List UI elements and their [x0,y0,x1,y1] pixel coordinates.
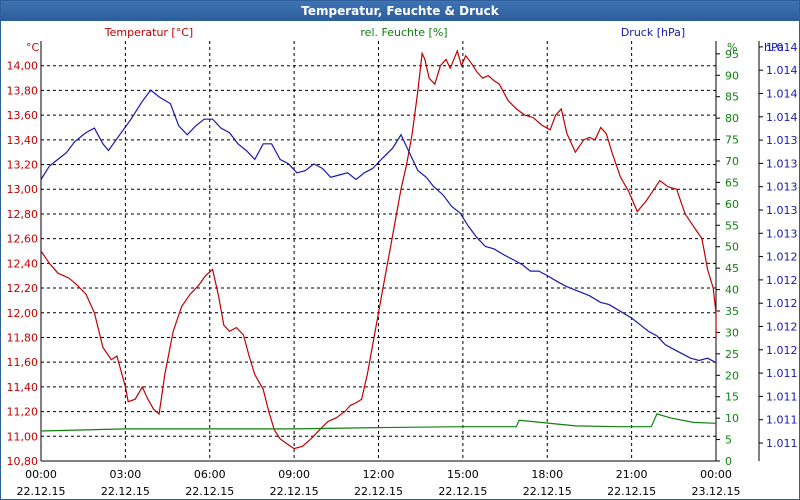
temperature-tick-label: 11,40 [7,381,39,394]
temperature-tick-label: 13,80 [7,84,39,97]
pressure-tick-label: 1.011 [766,414,798,427]
temperature-tick-label: 13,20 [7,159,39,172]
x-tick-time: 06:00 [194,468,226,481]
pressure-tick-label: 1.011 [766,437,798,450]
series-lines [40,49,717,450]
temperature-axis-title: Temperatur [°C] [104,26,193,39]
pressure-tick-label: 1.014 [766,111,798,124]
temperature-tick-label: 10,80 [7,455,39,468]
humidity-tick-label: 35 [725,305,739,318]
temperature-tick-label: 13,00 [7,183,39,196]
x-tick-time: 00:00 [700,468,732,481]
x-tick-time: 21:00 [616,468,648,481]
temperature-tick-label: 11,00 [7,430,39,443]
pressure-unit: hPa [764,41,784,54]
temperature-series-line [40,49,717,450]
humidity-tick-label: 30 [725,326,739,339]
pressure-axis-title: Druck [hPa] [621,26,685,39]
temperature-tick-label: 12,60 [7,233,39,246]
pressure-tick-label: 1.012 [766,274,798,287]
pressure-tick-label: 1.013 [766,181,798,194]
humidity-tick-label: 0 [725,455,732,468]
temperature-tick-label: 13,40 [7,134,39,147]
humidity-tick-label: 95 [725,48,739,61]
pressure-tick-label: 1.014 [766,88,798,101]
x-tick-date: 22.12.15 [607,485,656,498]
x-tick-time: 12:00 [363,468,395,481]
window-title: Temperatur, Feuchte & Druck [1,1,799,21]
humidity-tick-label: 50 [725,241,739,254]
pressure-tick-label: 1.011 [766,367,798,380]
humidity-tick-label: 75 [725,134,739,147]
grid [41,41,716,462]
temperature-tick-label: 12,00 [7,307,39,320]
pressure-tick-label: 1.013 [766,227,798,240]
pressure-tick-label: 1.012 [766,344,798,357]
humidity-axis-title: rel. Feuchte [%] [360,26,447,39]
pressure-tick-label: 1.014 [766,64,798,77]
temperature-tick-label: 12,40 [7,257,39,270]
pressure-tick-label: 1.013 [766,157,798,170]
temperature-tick-label: 12,80 [7,208,39,221]
pressure-tick-label: 1.012 [766,297,798,310]
x-tick-date: 22.12.15 [523,485,572,498]
x-tick-date: 22.12.15 [17,485,66,498]
x-tick-date: 22.12.15 [101,485,150,498]
x-tick-date: 22.12.15 [354,485,403,498]
x-tick-date: 23.12.15 [692,485,741,498]
humidity-tick-label: 70 [725,155,739,168]
x-tick-time: 15:00 [447,468,479,481]
x-tick-date: 22.12.15 [438,485,487,498]
pressure-tick-label: 1.013 [766,134,798,147]
humidity-tick-label: 10 [725,412,739,425]
temperature-tick-label: 11,20 [7,406,39,419]
humidity-tick-label: 45 [725,262,739,275]
humidity-tick-label: 90 [725,69,739,82]
x-tick-date: 22.12.15 [185,485,234,498]
axes [40,41,763,462]
chart-canvas: 10,80 11,00 11,20 11,40 11,60 11,80 12,00 12,20… [7,26,798,498]
axis-labels: 10,80 11,00 11,20 11,40 11,60 11,80 12,00 12,20… [7,26,798,498]
pressure-tick-label: 1.014 [766,41,798,54]
humidity-unit: % [727,41,737,54]
pressure-tick-label: 1.013 [766,204,798,217]
temperature-tick-label: 11,80 [7,331,39,344]
humidity-tick-label: 5 [725,434,732,447]
temperature-tick-label: 11,60 [7,356,39,369]
humidity-tick-label: 25 [725,348,739,361]
humidity-tick-label: 15 [725,391,739,404]
humidity-series-line [40,413,717,432]
humidity-tick-label: 65 [725,176,739,189]
x-tick-time: 09:00 [278,468,310,481]
humidity-tick-label: 20 [725,369,739,382]
x-tick-date: 22.12.15 [270,485,319,498]
temperature-tick-label: 14,00 [7,60,39,73]
humidity-tick-label: 55 [725,219,739,232]
temperature-unit: °C [26,41,40,54]
humidity-tick-label: 60 [725,198,739,211]
pressure-series-line [40,89,717,364]
pressure-tick-label: 1.011 [766,390,798,403]
humidity-tick-label: 85 [725,91,739,104]
x-tick-time: 03:00 [110,468,142,481]
temperature-tick-label: 12,20 [7,282,39,295]
humidity-tick-label: 80 [725,112,739,125]
x-tick-time: 00:00 [25,468,57,481]
temperature-tick-label: 13,60 [7,109,39,122]
x-tick-time: 18:00 [531,468,563,481]
humidity-tick-label: 40 [725,284,739,297]
pressure-tick-label: 1.012 [766,251,798,264]
pressure-tick-label: 1.012 [766,321,798,334]
